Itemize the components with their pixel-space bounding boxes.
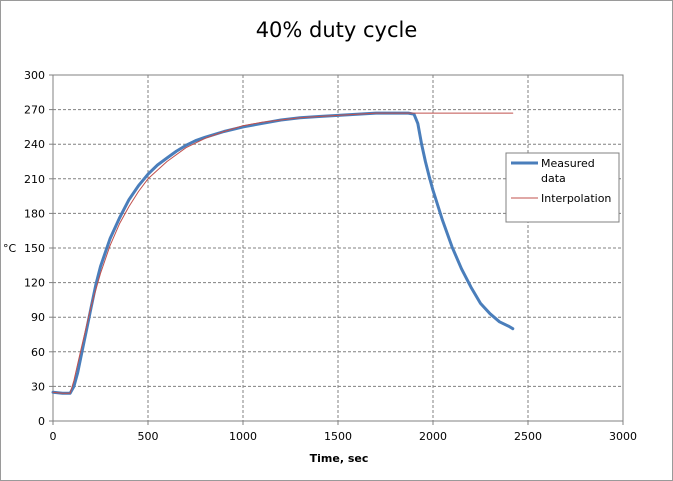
y-tick-label: 240 [24,138,45,151]
x-tick-label: 500 [138,430,159,443]
chart-title: 40% duty cycle [255,18,418,42]
x-tick-label: 3000 [609,430,637,443]
legend-label-measured: Measured data [541,157,595,185]
series-line-interpolation [52,112,514,394]
series-line-measured-data [51,111,515,395]
legend-label-interpolation: Interpolation [541,192,611,205]
x-axis-label: Time, sec [310,452,369,465]
x-tick-label: 2000 [419,430,447,443]
y-tick-label: 0 [38,415,45,428]
y-tick-label: 180 [24,207,45,220]
y-tick-label: 150 [24,242,45,255]
x-tick-label: 2500 [514,430,542,443]
y-tick-label: 210 [24,173,45,186]
y-tick-label: 60 [31,346,45,359]
y-tick-label: 120 [24,277,45,290]
y-tick-label: 90 [31,311,45,324]
y-tick-label: 300 [24,69,45,82]
x-tick-label: 1000 [229,430,257,443]
x-tick-label: 0 [50,430,57,443]
y-tick-label: 270 [24,104,45,117]
y-tick-label: 30 [31,380,45,393]
y-axis-label: °C [3,242,17,255]
x-tick-label: 1500 [324,430,352,443]
